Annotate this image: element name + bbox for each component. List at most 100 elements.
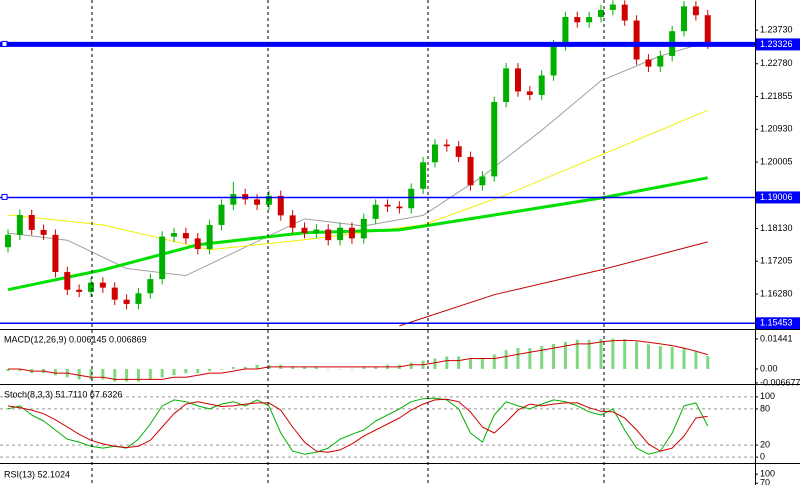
candle-body — [230, 194, 237, 205]
candle-body — [431, 144, 438, 163]
histogram-bar — [623, 339, 627, 369]
candle-body — [467, 156, 474, 186]
candle-body — [348, 227, 355, 239]
histogram-bar — [635, 341, 639, 369]
histogram-bar — [101, 368, 105, 380]
candle-body — [5, 234, 11, 248]
candle-body — [681, 6, 688, 32]
histogram-bar — [480, 358, 484, 369]
histogram-bar — [314, 366, 318, 369]
candle-body — [503, 68, 510, 103]
y-tick-label: 1.18130 — [760, 223, 793, 233]
candle-body — [182, 233, 189, 239]
candle-body — [254, 199, 261, 205]
histogram-bar — [219, 368, 223, 370]
histogram-bar — [184, 368, 188, 374]
histogram-bar — [6, 368, 10, 372]
histogram-bar — [243, 366, 247, 369]
histogram-bar — [125, 368, 129, 382]
candle-body — [443, 144, 450, 147]
histogram-bar — [694, 351, 698, 369]
candle-body — [574, 17, 581, 23]
candle-body — [277, 195, 284, 216]
histogram-bar — [516, 348, 520, 369]
candle-body — [455, 146, 462, 157]
histogram-bar — [528, 348, 532, 369]
level-label: 1.23326 — [760, 39, 793, 49]
histogram-bar — [587, 339, 591, 369]
histogram-bar — [457, 356, 461, 369]
level-label: 1.15453 — [760, 318, 793, 328]
panel — [6, 338, 710, 382]
y-tick-label: 1.17205 — [760, 256, 793, 266]
y-tick-label: 1.21855 — [760, 91, 793, 101]
y-tick-label: -0.006677 — [760, 377, 800, 387]
histogram-bar — [670, 347, 674, 369]
candle-body — [657, 55, 664, 67]
candle-body — [692, 6, 699, 16]
level-label-box — [755, 191, 800, 204]
candle-body — [420, 162, 427, 189]
candle-body — [159, 236, 166, 280]
histogram-bar — [326, 368, 330, 370]
histogram-bar — [658, 346, 662, 369]
histogram-bar — [255, 364, 259, 369]
y-tick-label: 100 — [760, 469, 775, 479]
candle-body — [645, 59, 652, 67]
histogram-bar — [575, 339, 579, 369]
candle-body — [598, 9, 604, 18]
indicator-title: RSI(13) 52.1024 — [4, 469, 70, 479]
candle-body — [52, 234, 59, 273]
histogram-bar — [148, 368, 152, 380]
candle-body — [514, 68, 521, 92]
candle-body — [621, 4, 628, 21]
candle-body — [609, 4, 616, 10]
histogram-bar — [362, 366, 366, 369]
indicator-title: MACD(12,26,9) 0.006145 0.006869 — [4, 334, 147, 344]
candle-body — [526, 91, 533, 95]
candle-body — [337, 227, 344, 241]
candle-body — [633, 20, 640, 60]
histogram-bar — [445, 356, 449, 369]
y-tick-label: 80 — [760, 403, 770, 413]
histogram-bar — [409, 362, 413, 369]
candle-body — [28, 215, 35, 230]
candle-body — [372, 204, 379, 219]
candle-body — [325, 229, 332, 241]
histogram-bar — [492, 354, 496, 369]
histogram-bar — [77, 368, 81, 380]
y-tick-label: 0.00 — [760, 363, 778, 373]
candle-body — [40, 229, 47, 235]
y-tick-label: 1.22780 — [760, 58, 793, 68]
histogram-bar — [646, 344, 650, 369]
panel — [0, 0, 755, 327]
histogram-bar — [18, 368, 22, 372]
histogram-bar — [374, 366, 378, 369]
histogram-bar — [433, 358, 437, 369]
histogram-bar — [552, 343, 556, 369]
level-label-box — [755, 38, 800, 51]
histogram-bar — [682, 348, 686, 369]
candle-body — [111, 287, 118, 300]
y-tick-label: 0.01441 — [760, 333, 793, 343]
candle-body — [384, 204, 391, 207]
candle-body — [313, 229, 320, 234]
histogram-bar — [599, 338, 603, 369]
candle-body — [194, 238, 201, 250]
candle-body — [538, 75, 545, 95]
level-label: 1.19006 — [760, 192, 793, 202]
histogram-bar — [504, 350, 508, 369]
candle-body — [491, 102, 498, 177]
level-handle — [1, 40, 8, 47]
y-tick-label: 1.20005 — [760, 156, 793, 166]
candle-body — [147, 279, 154, 294]
histogram-bar — [231, 366, 235, 369]
y-tick-label: 1.16280 — [760, 288, 793, 298]
candle-body — [396, 206, 403, 209]
candle-body — [408, 188, 415, 209]
histogram-bar — [160, 368, 164, 378]
histogram-bar — [53, 368, 57, 376]
histogram-bar — [113, 368, 117, 382]
